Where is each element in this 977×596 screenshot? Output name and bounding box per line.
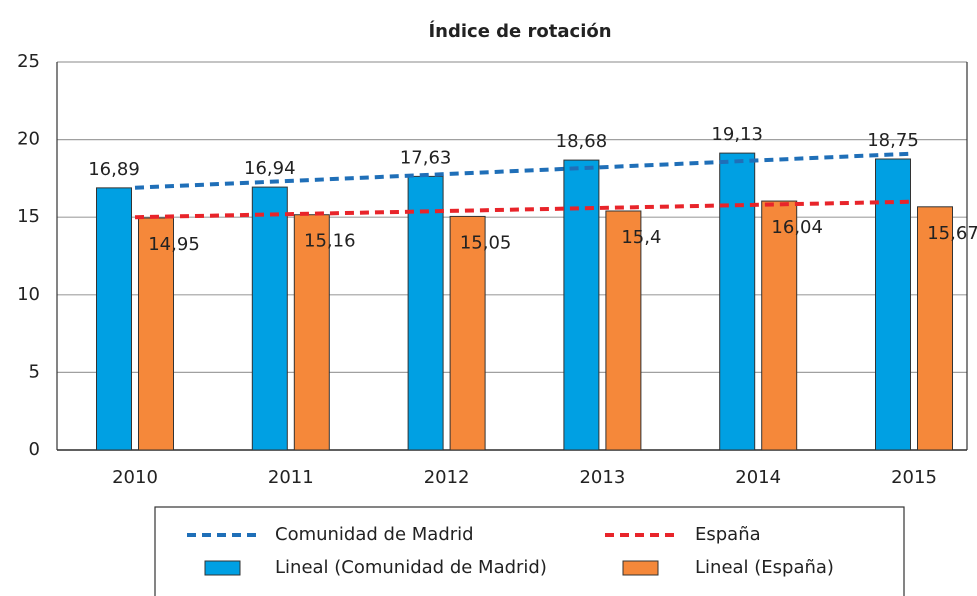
- legend-swatch: [622, 560, 659, 576]
- data-label: 16,94: [244, 158, 296, 179]
- chart-title: Índice de rotación: [428, 20, 611, 42]
- bar: [605, 210, 642, 451]
- data-label: 18,68: [556, 131, 608, 152]
- x-tick-label: 2010: [112, 467, 158, 488]
- y-tick-label: 5: [29, 361, 40, 382]
- data-label: 14,95: [148, 234, 200, 255]
- bar: [251, 186, 288, 451]
- legend-label: Comunidad de Madrid: [275, 524, 474, 545]
- data-label: 19,13: [711, 124, 763, 145]
- bar: [761, 200, 798, 451]
- y-tick-label: 25: [17, 51, 40, 72]
- legend-swatch: [204, 560, 241, 576]
- legend-label: Lineal (Comunidad de Madrid): [275, 557, 547, 578]
- bar: [917, 206, 953, 451]
- bar: [875, 158, 911, 451]
- data-label: 15,4: [621, 227, 661, 248]
- x-tick-label: 2013: [579, 467, 625, 488]
- y-tick-label: 15: [17, 206, 40, 227]
- data-label: 16,04: [771, 217, 823, 238]
- x-tick-label: 2012: [424, 467, 470, 488]
- x-tick-label: 2014: [735, 467, 781, 488]
- legend-label: Lineal (España): [695, 557, 834, 578]
- bar: [449, 215, 486, 451]
- data-label: 17,63: [400, 147, 452, 168]
- trend-line: [134, 199, 915, 220]
- bar: [293, 214, 330, 451]
- bar: [719, 152, 756, 451]
- y-tick-label: 0: [29, 439, 40, 460]
- trend-line: [134, 151, 915, 190]
- x-tick-label: 2015: [891, 467, 937, 488]
- bar: [407, 175, 444, 451]
- data-label: 18,75: [867, 130, 919, 151]
- legend-label: España: [695, 524, 761, 545]
- x-tick-label: 2011: [268, 467, 314, 488]
- data-label: 15,16: [304, 231, 356, 252]
- data-label: 15,05: [460, 232, 512, 253]
- bar: [563, 159, 600, 451]
- y-tick-label: 20: [17, 129, 40, 150]
- data-label: 15,67: [927, 223, 977, 244]
- legend-box: [154, 506, 905, 596]
- data-label: 16,89: [88, 159, 140, 180]
- y-tick-label: 10: [17, 284, 40, 305]
- bar: [96, 187, 132, 451]
- bar: [138, 217, 174, 451]
